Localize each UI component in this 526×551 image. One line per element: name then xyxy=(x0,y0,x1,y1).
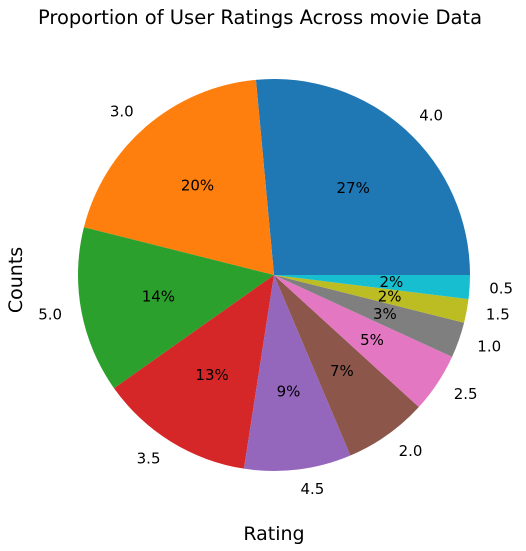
pie-labels: 4.0 27% 3.0 20% 5.0 14% 3.5 13% 4.5 9% 2.0 7% 2.5 5% 1… xyxy=(38,102,513,498)
pie-slice-1.0 xyxy=(274,275,465,357)
pie-slice-0.5 xyxy=(274,275,470,300)
category-label: 3.5 xyxy=(137,449,161,467)
category-label: 1.0 xyxy=(477,338,501,356)
pie-slices xyxy=(78,79,470,472)
category-label: 3.0 xyxy=(110,102,134,120)
category-label: 4.5 xyxy=(301,480,325,498)
pie-slice-3.0 xyxy=(83,79,274,275)
category-label: 1.5 xyxy=(486,306,510,324)
pie-slice-5.0 xyxy=(78,227,274,389)
percent-label: 13% xyxy=(195,366,228,384)
category-label: 2.5 xyxy=(454,385,478,403)
percent-label: 2% xyxy=(380,273,404,291)
percent-label: 27% xyxy=(337,179,370,197)
percent-label: 2% xyxy=(378,288,402,306)
percent-label: 7% xyxy=(330,362,354,380)
percent-label: 20% xyxy=(181,177,214,195)
pie-slice-2.5 xyxy=(274,275,453,408)
pie-slice-3.5 xyxy=(114,275,274,469)
percent-label: 9% xyxy=(277,383,301,401)
category-label: 4.0 xyxy=(419,107,443,125)
pie-slice-1.5 xyxy=(274,275,469,323)
pie-slice-2.0 xyxy=(274,275,419,456)
y-axis-label: Counts xyxy=(5,247,27,313)
category-label: 0.5 xyxy=(489,279,513,297)
percent-label: 3% xyxy=(373,305,397,323)
chart-title: Proportion of User Ratings Across movie … xyxy=(38,6,482,29)
pie-slice-4.0 xyxy=(255,79,470,275)
percent-label: 14% xyxy=(142,288,175,306)
category-label: 2.0 xyxy=(399,442,423,460)
x-axis-label: Rating xyxy=(243,523,304,545)
category-label: 5.0 xyxy=(38,306,62,324)
percent-label: 5% xyxy=(360,331,384,349)
pie-slice-4.5 xyxy=(243,275,351,472)
